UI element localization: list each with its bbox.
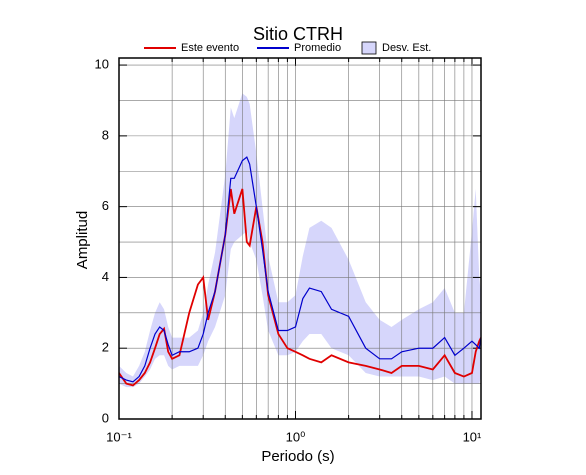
y-tick-label: 2 (102, 340, 109, 355)
legend-label: Este evento (181, 42, 239, 54)
std-band (119, 93, 481, 388)
y-tick-label: 4 (102, 269, 109, 284)
x-tick-label: 10⁻¹ (106, 429, 132, 444)
chart-title: Sitio CTRH (253, 24, 343, 44)
y-tick-label: 8 (102, 127, 109, 142)
y-tick-label: 0 (102, 410, 109, 425)
legend-swatch (361, 41, 377, 55)
y-tick-label: 6 (102, 198, 109, 213)
series-line (119, 156, 481, 383)
x-tick-label: 10⁰ (286, 429, 306, 444)
y-tick-label: 10 (95, 57, 109, 72)
legend-label: Promedio (294, 42, 341, 54)
plot-frame (118, 57, 482, 420)
x-tick-label: 10¹ (463, 429, 482, 444)
x-axis-label: Periodo (s) (261, 448, 334, 465)
legend-label: Desv. Est. (382, 42, 431, 54)
y-axis-label: Amplitud (74, 211, 91, 269)
